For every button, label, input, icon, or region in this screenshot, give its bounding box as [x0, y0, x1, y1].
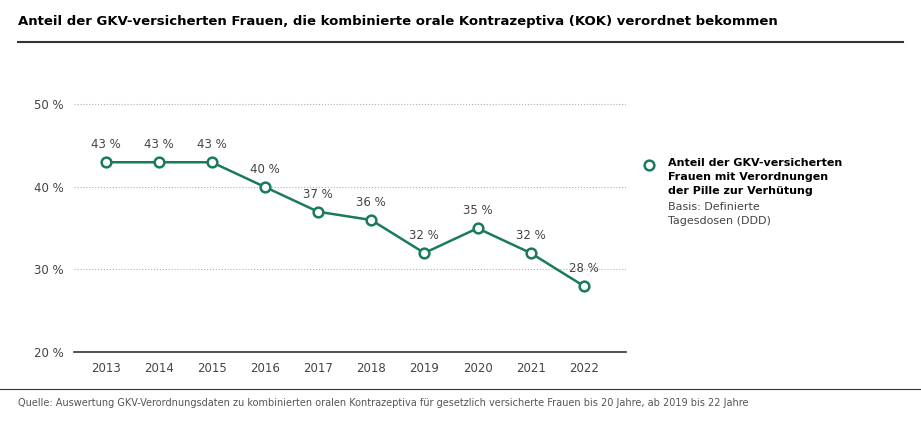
Text: Quelle: Auswertung GKV-Verordnungsdaten zu kombinierten oralen Kontrazeptiva für: Quelle: Auswertung GKV-Verordnungsdaten … — [18, 398, 749, 408]
Text: 43 %: 43 % — [144, 138, 173, 151]
Text: 40 %: 40 % — [251, 163, 280, 176]
Text: 36 %: 36 % — [356, 196, 386, 209]
Text: 28 %: 28 % — [569, 262, 599, 275]
Text: 37 %: 37 % — [303, 187, 333, 201]
Text: Basis: Definierte
Tagesdosen (DDD): Basis: Definierte Tagesdosen (DDD) — [668, 202, 771, 226]
Text: 32 %: 32 % — [516, 229, 545, 242]
Text: Anteil der GKV-versicherten
Frauen mit Verordnungen
der Pille zur Verhütung: Anteil der GKV-versicherten Frauen mit V… — [668, 158, 842, 196]
Text: 43 %: 43 % — [197, 138, 227, 151]
Text: 35 %: 35 % — [462, 204, 493, 217]
Text: 43 %: 43 % — [90, 138, 121, 151]
Text: 32 %: 32 % — [410, 229, 439, 242]
Text: Anteil der GKV-versicherten Frauen, die kombinierte orale Kontrazeptiva (KOK) ve: Anteil der GKV-versicherten Frauen, die … — [18, 15, 778, 29]
